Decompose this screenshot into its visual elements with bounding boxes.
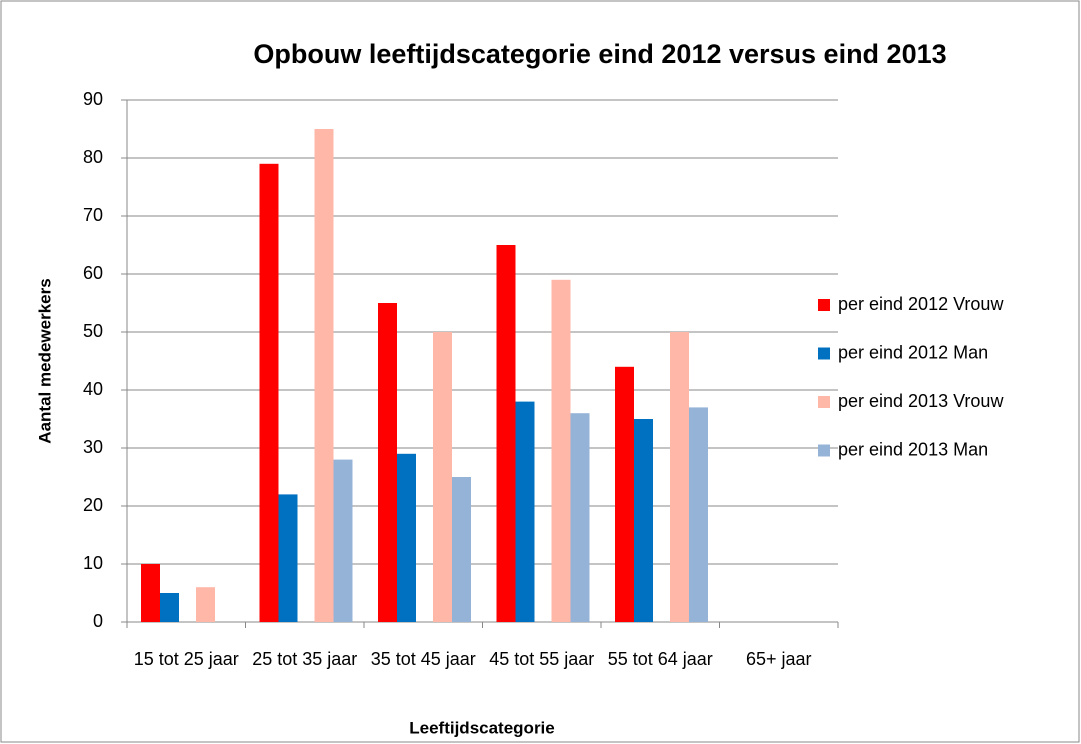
bar: [314, 129, 334, 622]
bar: [433, 332, 452, 622]
legend-label: per eind 2012 Vrouw: [838, 294, 1004, 314]
y-tick-label: 80: [83, 147, 103, 167]
x-tick-label: 15 tot 25 jaar: [133, 649, 239, 669]
legend-swatch: [818, 396, 830, 408]
legend-swatch: [818, 299, 830, 311]
x-axis-title: Leeftijdscategorie: [409, 718, 555, 737]
y-tick-label: 60: [83, 263, 103, 283]
legend-label: per eind 2013 Man: [838, 439, 988, 459]
legend-swatch: [818, 347, 830, 360]
bar: [689, 407, 708, 622]
y-tick-label: 70: [83, 205, 103, 225]
legend-label: per eind 2013 Vrouw: [838, 391, 1004, 411]
bar: [333, 459, 353, 622]
bar: [452, 477, 471, 622]
x-tick-label: 25 tot 35 jaar: [252, 649, 358, 669]
bar: [615, 366, 634, 622]
x-tick-label: 65+ jaar: [745, 649, 812, 669]
y-tick-label: 0: [93, 611, 103, 631]
x-tick-label: 45 tot 55 jaar: [489, 649, 595, 669]
y-tick-label: 10: [83, 553, 103, 573]
bar: [634, 419, 653, 622]
bar: [670, 332, 689, 622]
bar: [496, 245, 516, 622]
y-tick-label: 20: [83, 495, 103, 515]
bar: [278, 494, 298, 622]
y-tick-label: 50: [83, 321, 103, 341]
y-tick-label: 40: [83, 379, 103, 399]
legend-swatch: [818, 444, 830, 457]
legend-label: per eind 2012 Man: [838, 342, 988, 362]
chart-title: Opbouw leeftijdscategorie eind 2012 vers…: [253, 39, 946, 69]
bar: [570, 413, 590, 622]
y-tick-label: 90: [83, 89, 103, 109]
bar: [515, 401, 535, 622]
bar: [259, 163, 279, 623]
x-tick-label: 55 tot 64 jaar: [607, 649, 713, 669]
bar: [397, 453, 416, 622]
bar: [196, 587, 215, 622]
bar: [378, 303, 397, 622]
bar: [160, 593, 179, 622]
bar: [141, 564, 160, 622]
y-tick-label: 30: [83, 437, 103, 457]
bar: [551, 279, 571, 622]
x-tick-label: 35 tot 45 jaar: [370, 649, 476, 669]
y-axis-title: Aantal medewerkers: [35, 278, 54, 443]
